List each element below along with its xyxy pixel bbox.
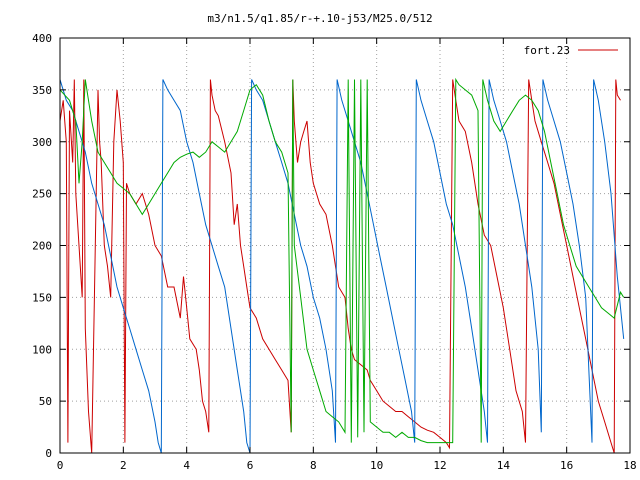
series-line-2	[60, 79, 625, 453]
series-layer	[60, 77, 625, 453]
x-tick-label: 10	[370, 459, 383, 472]
legend-label: fort.23	[524, 44, 570, 57]
y-tick-label: 350	[32, 84, 52, 97]
x-tick-label: 14	[497, 459, 511, 472]
axis-ticks: 0 50 100 150 200 250 300 350 400 0 2 4 6 8 10 12 14 16 18	[32, 32, 637, 472]
x-tick-label: 12	[433, 459, 446, 472]
x-tick-label: 4	[183, 459, 190, 472]
y-tick-label: 150	[32, 291, 52, 304]
x-tick-label: 16	[560, 459, 573, 472]
y-tick-label: 100	[32, 343, 52, 356]
y-tick-label: 300	[32, 136, 52, 149]
series-line-3	[60, 77, 625, 444]
chart-title: m3/n1.5/q1.85/r-+.10-j53/M25.0/512	[207, 12, 432, 25]
series-line-1	[60, 79, 621, 453]
x-tick-label: 0	[57, 459, 64, 472]
y-tick-label: 50	[39, 395, 52, 408]
x-tick-label: 2	[120, 459, 127, 472]
x-tick-label: 18	[623, 459, 636, 472]
legend: fort.23	[524, 44, 618, 57]
y-tick-label: 250	[32, 188, 52, 201]
x-tick-label: 8	[310, 459, 317, 472]
y-tick-label: 0	[45, 447, 52, 460]
x-tick-label: 6	[247, 459, 254, 472]
y-tick-label: 400	[32, 32, 52, 45]
y-tick-label: 200	[32, 240, 52, 253]
